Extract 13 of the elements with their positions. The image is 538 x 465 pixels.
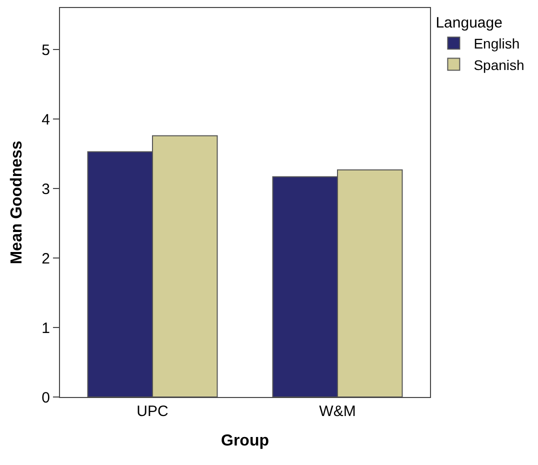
legend-title: Language (436, 14, 502, 32)
y-tick-label: 1 (42, 320, 50, 337)
x-tick-label: UPC (136, 403, 168, 420)
y-axis-title: Mean Goodness (8, 140, 26, 264)
y-tick-label: 3 (42, 180, 50, 198)
y-tick-label: 5 (42, 42, 50, 59)
x-tick-label: W&M (319, 403, 356, 420)
x-axis-title: Group (221, 432, 270, 450)
y-tick-label: 0 (42, 389, 50, 406)
legend-label: Spanish (474, 56, 524, 73)
legend-label: English (474, 36, 520, 52)
y-tick-label: 4 (42, 111, 50, 128)
y-tick-label: 2 (42, 250, 50, 268)
